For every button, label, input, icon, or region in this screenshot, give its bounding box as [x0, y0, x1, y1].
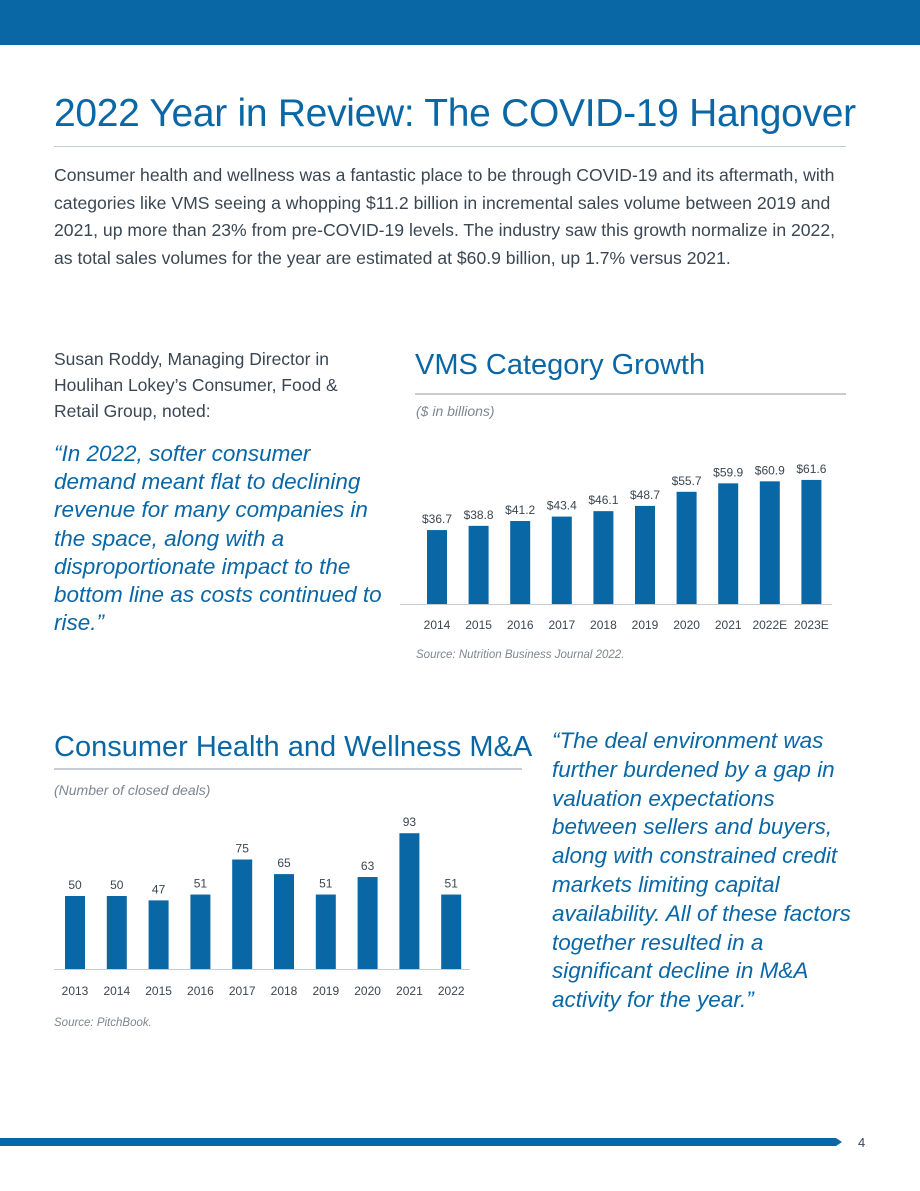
vms-chart-title: VMS Category Growth	[415, 349, 706, 381]
ma-bar-2019	[315, 894, 336, 969]
ma-bar-2018	[274, 874, 294, 969]
footer-bar	[0, 1138, 836, 1146]
ma-tick-label: 2017	[229, 984, 256, 998]
vms-bar-2022E	[759, 481, 780, 604]
ma-bar-chart: 50 2013 50 2014 47 2015 51 2016 75 2017 65 2018 51 20…	[54, 815, 470, 998]
ma-value-label: 50	[110, 878, 124, 892]
vms-tick-label: 2018	[590, 618, 617, 632]
ma-tick-label: 2022	[438, 984, 465, 998]
page-number: 4	[858, 1135, 866, 1150]
ma-tick-label: 2016	[187, 984, 214, 998]
vms-value-label: $55.7	[672, 474, 702, 488]
vms-value-label: $43.4	[547, 499, 577, 513]
ma-bar-2021	[399, 833, 420, 969]
quote-attribution: Susan Roddy, Managing Director in Houlih…	[54, 349, 338, 421]
ma-chart-title: Consumer Health and Wellness M&A	[54, 731, 533, 763]
ma-tick-label: 2019	[312, 984, 339, 998]
vms-tick-label: 2015	[465, 618, 492, 632]
vms-value-label: $46.1	[588, 493, 618, 507]
ma-tick-label: 2018	[271, 984, 298, 998]
vms-bar-2015	[468, 525, 489, 604]
ma-value-label: 50	[68, 878, 82, 892]
ma-tick-label: 2020	[354, 984, 381, 998]
ma-chart-divider	[54, 768, 522, 770]
pull-quote-revenue: “In 2022, softer consumer demand meant f…	[54, 441, 382, 636]
ma-chart-subtitle: (Number of closed deals)	[54, 782, 211, 798]
ma-tick-label: 2014	[103, 984, 130, 998]
vms-bar-2018	[593, 511, 614, 604]
vms-tick-label: 2023E	[794, 618, 829, 632]
vms-value-label: $59.9	[713, 465, 743, 479]
vms-value-label: $41.2	[505, 503, 535, 517]
vms-tick-label: 2020	[673, 618, 700, 632]
ma-bar-2015	[148, 900, 169, 969]
pull-quote-deal-environment: “The deal environment was further burden…	[552, 728, 851, 1013]
vms-bar-2014	[427, 530, 447, 604]
ma-bar-2017	[232, 859, 253, 969]
ma-bar-2022	[441, 894, 462, 969]
page-title: 2022 Year in Review: The COVID-19 Hangov…	[54, 92, 856, 135]
vms-value-label: $48.7	[630, 488, 660, 502]
vms-tick-label: 2017	[548, 618, 575, 632]
ma-bar-2020	[357, 877, 378, 969]
ma-tick-label: 2021	[396, 984, 423, 998]
ma-value-label: 47	[152, 882, 166, 896]
vms-tick-label: 2019	[632, 618, 659, 632]
vms-bar-2017	[551, 516, 572, 604]
footer-arrow-icon	[836, 1138, 842, 1146]
ma-value-label: 75	[236, 842, 250, 856]
ma-value-label: 63	[361, 859, 375, 873]
vms-value-label: $36.7	[422, 512, 452, 526]
ma-value-label: 51	[319, 877, 333, 891]
vms-tick-label: 2014	[424, 618, 451, 632]
vms-tick-label: 2022E	[752, 618, 787, 632]
vms-value-label: $60.9	[755, 463, 785, 477]
vms-tick-label: 2021	[715, 618, 742, 632]
vms-bar-2023E	[801, 479, 822, 604]
vms-bar-2021	[718, 483, 739, 604]
ma-tick-label: 2013	[62, 984, 89, 998]
top-banner	[0, 0, 920, 45]
ma-value-label: 65	[277, 856, 291, 870]
ma-tick-label: 2015	[145, 984, 172, 998]
vms-bar-chart: $36.7 2014 $38.8 2015 $41.2 2016 $43.4 2017 $46.…	[400, 462, 832, 632]
ma-value-label: 51	[194, 877, 208, 891]
title-divider	[54, 146, 846, 147]
vms-chart-divider	[415, 393, 846, 395]
intro-paragraph: Consumer health and wellness was a fanta…	[54, 165, 836, 268]
vms-value-label: $61.6	[796, 462, 826, 476]
vms-tick-label: 2016	[507, 618, 534, 632]
ma-bar-2016	[190, 894, 211, 969]
ma-bar-2013	[65, 896, 85, 969]
ma-bar-2014	[106, 896, 127, 969]
ma-value-label: 93	[403, 815, 417, 829]
ma-chart-source: Source: PitchBook.	[54, 1017, 152, 1029]
vms-value-label: $38.8	[464, 508, 494, 522]
ma-value-label: 51	[445, 877, 459, 891]
vms-bar-2020	[676, 491, 697, 604]
vms-bar-2016	[510, 521, 531, 604]
vms-chart-subtitle: ($ in billions)	[416, 403, 495, 419]
vms-bar-2019	[635, 505, 655, 604]
vms-chart-source: Source: Nutrition Business Journal 2022.	[416, 649, 625, 661]
